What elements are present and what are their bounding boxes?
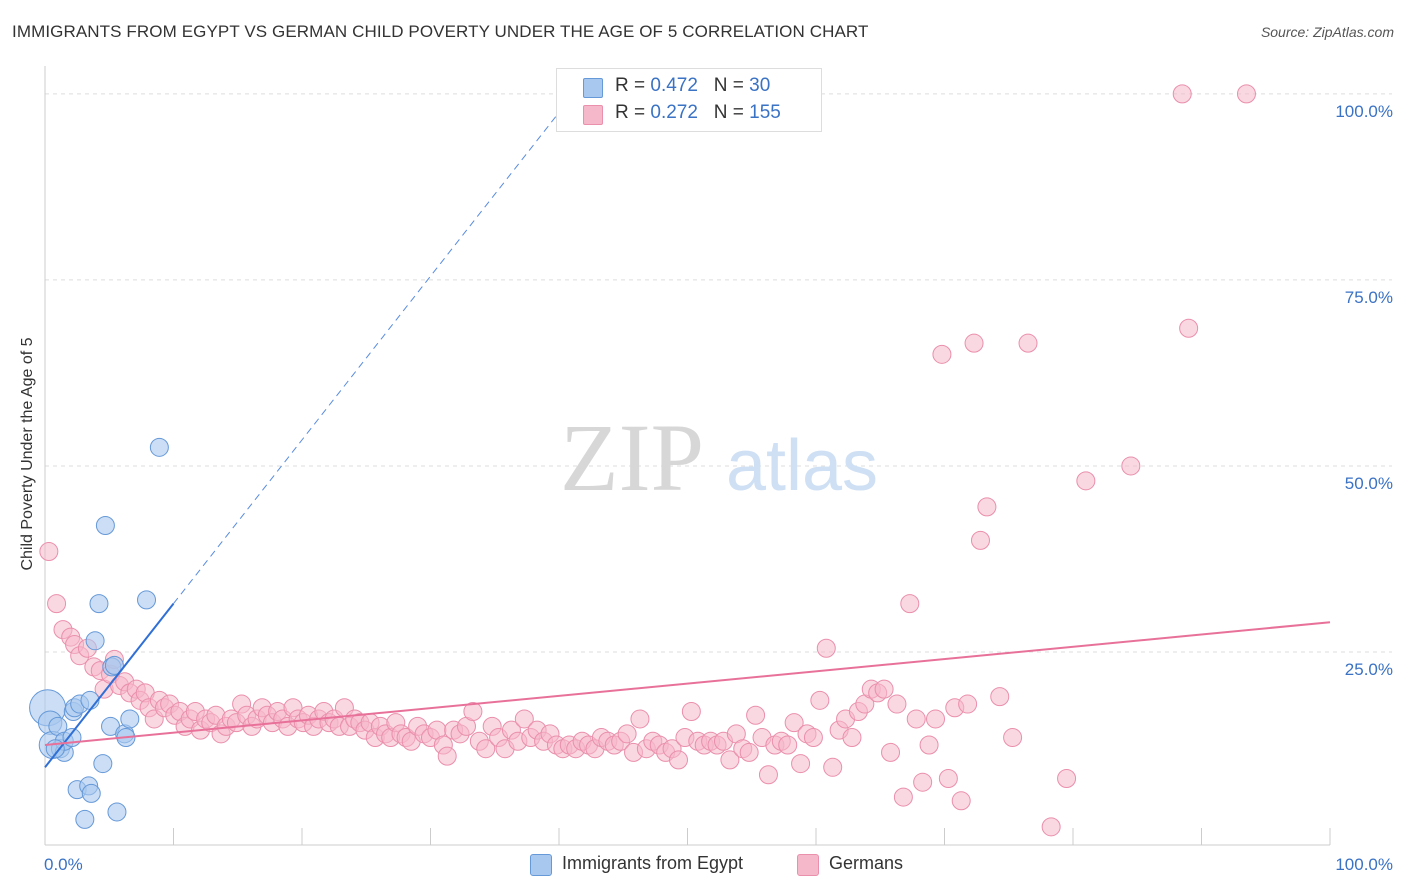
legend-row-egypt: R = 0.472 N = 30 [583, 75, 770, 99]
germans-point [437, 746, 457, 766]
gridlines [45, 93, 1392, 653]
germans-point [617, 724, 637, 744]
n-value: 155 [749, 102, 781, 123]
legend-label-egypt: Immigrants from Egypt [562, 853, 744, 873]
germans-point [784, 713, 804, 733]
germans-point [803, 728, 823, 748]
germans-point [1057, 768, 1077, 788]
x-tick-label: 100.0% [1335, 855, 1393, 874]
n-label: N = [713, 102, 750, 123]
chart-title: IMMIGRANTS FROM EGYPT VS GERMAN CHILD PO… [12, 22, 869, 41]
germans-point [913, 772, 933, 792]
germans-point [964, 333, 984, 353]
r-value: 0.272 [650, 102, 698, 123]
germans-point [1236, 84, 1256, 104]
germans-point [1172, 84, 1192, 104]
egypt-points [29, 437, 169, 829]
y-tick-labels: 100.0% 75.0% 50.0% 25.0% [1335, 102, 1393, 679]
germans-legend-swatch [797, 854, 819, 876]
germans-point [47, 594, 67, 614]
legend-label-germans: Germans [829, 853, 904, 873]
germans-point [1121, 456, 1141, 476]
germans-trend-line [44, 621, 1331, 746]
egypt-point [81, 783, 101, 803]
germans-point [476, 739, 496, 759]
germans-point [816, 638, 836, 658]
germans-point [1076, 471, 1096, 491]
germans-point [887, 694, 907, 714]
egypt-point [75, 809, 95, 829]
egypt-point [93, 754, 113, 774]
germans-point [970, 530, 990, 550]
germans-point [810, 690, 830, 710]
germans-point [1003, 728, 1023, 748]
germans-point [514, 709, 534, 729]
germans-point [669, 750, 689, 770]
germans-point [958, 694, 978, 714]
watermark-atlas: atlas [726, 426, 878, 506]
r-value: 0.472 [650, 75, 698, 96]
germans-swatch [583, 105, 603, 125]
germans-point [1018, 333, 1038, 353]
germans-point [463, 702, 483, 721]
germans-point [906, 709, 926, 729]
germans-point [739, 742, 759, 762]
correlation-legend: R = 0.472 N = 30 R = 0.272 N = 155 [556, 68, 822, 132]
egypt-trend-extension [173, 112, 560, 604]
egypt-point [120, 709, 140, 729]
germans-point [823, 757, 843, 777]
r-label: R = [615, 75, 651, 96]
germans-point [938, 768, 958, 788]
n-value: 30 [749, 75, 771, 96]
germans-point [842, 728, 862, 748]
egypt-point [85, 631, 105, 651]
germans-point [951, 791, 971, 811]
y-tick-label: 50.0% [1345, 474, 1393, 493]
germans-point [900, 594, 920, 614]
source-credit: Source: ZipAtlas.com [1260, 24, 1394, 40]
egypt-point [89, 594, 109, 614]
r-label: R = [615, 102, 651, 123]
x-tick-labels: 0.0% 100.0% [44, 855, 1393, 874]
germans-points [39, 84, 1256, 837]
germans-point [919, 735, 939, 755]
germans-point [990, 687, 1010, 707]
y-tick-label: 25.0% [1345, 660, 1393, 679]
germans-point [893, 787, 913, 807]
germans-point [758, 765, 778, 785]
y-tick-label: 75.0% [1345, 288, 1393, 307]
egypt-point [149, 437, 169, 457]
watermark: ZIP atlas [560, 404, 878, 511]
trend-lines [44, 112, 1331, 768]
germans-point [681, 702, 701, 721]
germans-point [881, 742, 901, 762]
egypt-point [104, 655, 124, 675]
egypt-point [137, 590, 157, 610]
germans-point [926, 709, 946, 729]
germans-point [932, 344, 952, 364]
germans-point [720, 750, 740, 770]
n-label: N = [713, 75, 750, 96]
germans-point [39, 542, 59, 562]
y-tick-label: 100.0% [1335, 102, 1393, 121]
egypt-point [107, 802, 127, 822]
germans-point [746, 705, 766, 725]
egypt-point [80, 690, 100, 710]
germans-point [1179, 318, 1199, 338]
egypt-legend-swatch [530, 854, 552, 876]
germans-point [874, 679, 894, 699]
germans-point [977, 497, 997, 517]
x-tick-label: 0.0% [44, 855, 83, 874]
legend-row-germans: R = 0.272 N = 155 [583, 102, 781, 126]
egypt-swatch [583, 78, 603, 98]
germans-point [791, 754, 811, 774]
watermark-zip: ZIP [560, 404, 704, 511]
germans-point [778, 735, 798, 755]
series-legend: Immigrants from Egypt Germans [0, 852, 1406, 878]
germans-point [1041, 817, 1061, 837]
germans-point [630, 709, 650, 729]
egypt-trend-line [44, 602, 175, 768]
egypt-point [95, 515, 115, 535]
